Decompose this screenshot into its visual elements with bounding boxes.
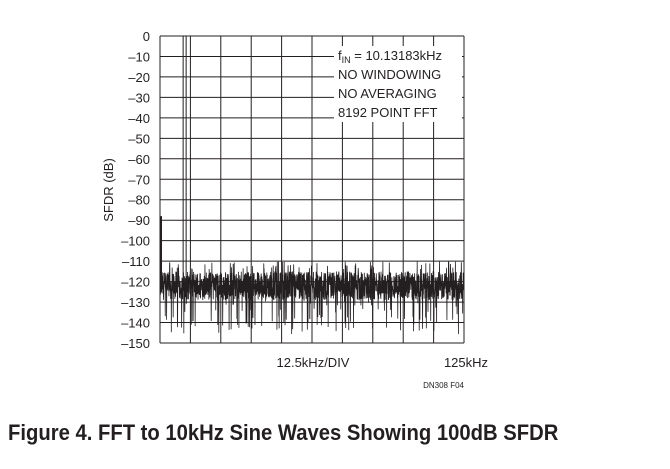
annotation-fft-points: 8192 POINT FFT <box>338 105 438 120</box>
y-tick-label: 0 <box>143 29 150 44</box>
y-tick-label: –20 <box>128 70 150 85</box>
annotation-averaging: NO AVERAGING <box>338 86 437 101</box>
y-tick-label: –130 <box>121 295 150 310</box>
y-tick-label: –30 <box>128 90 150 105</box>
y-tick-label: –140 <box>121 316 150 331</box>
x-axis-label: 12.5kHz/DIV <box>277 355 350 370</box>
y-tick-label: –110 <box>122 254 150 269</box>
y-tick-label: –60 <box>128 152 150 167</box>
y-tick-label: –90 <box>128 213 150 228</box>
y-tick-label: –10 <box>128 49 150 64</box>
y-tick-label: –150 <box>121 336 150 351</box>
y-tick-label: –120 <box>121 275 150 290</box>
fft-trace <box>159 36 465 335</box>
y-tick-label: –50 <box>128 131 150 146</box>
figure-code: DN308 F04 <box>423 381 464 390</box>
y-tick-label: –70 <box>128 172 150 187</box>
annotation-windowing: NO WINDOWING <box>338 67 441 82</box>
y-tick-label: –100 <box>121 234 150 249</box>
annotation-background <box>334 46 462 122</box>
y-axis-label: SFDR (dB) <box>101 158 116 222</box>
annotation-fin: fIN = 10.13183kHz <box>338 48 442 65</box>
y-tick-label: –40 <box>128 111 150 126</box>
y-tick-labels: 0 –10 –20 –30 –40 –50 –60 –70 –80 –90 –100 –110 –120… <box>121 29 150 351</box>
figure-caption: Figure 4. FFT to 10kHz Sine Waves Showin… <box>8 420 559 445</box>
x-axis-end-label: 125kHz <box>444 355 488 370</box>
y-tick-label: –80 <box>128 193 150 208</box>
noise-floor <box>159 261 465 335</box>
